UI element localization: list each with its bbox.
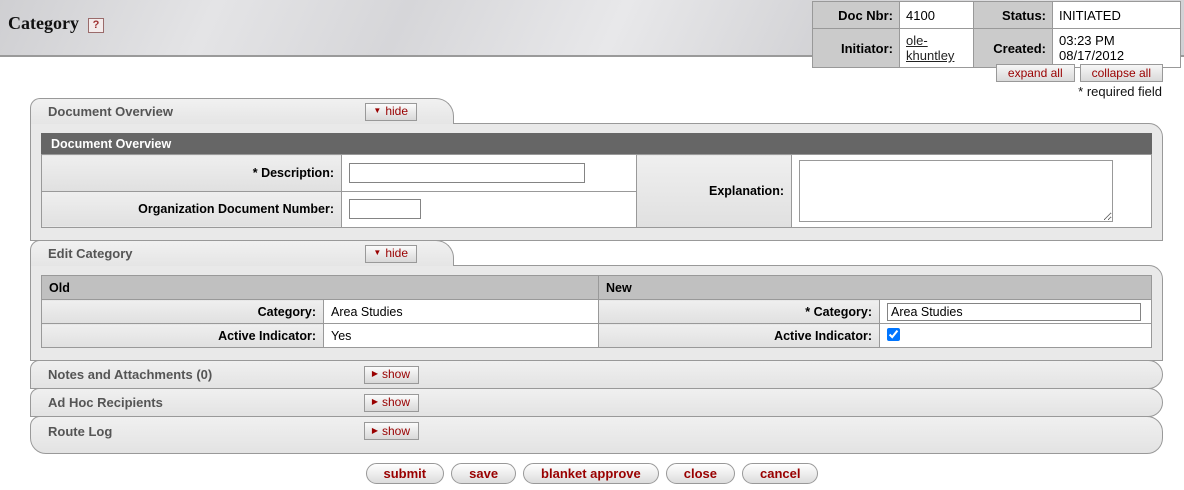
tab-document-overview: Document Overview ▼ hide bbox=[30, 98, 454, 124]
triangle-right-icon: ▶ bbox=[371, 425, 378, 435]
category-row: Category: Area Studies * Category: bbox=[41, 299, 1152, 324]
show-route-log-button[interactable]: ▶ show bbox=[363, 422, 419, 440]
required-field-note: * required field bbox=[1078, 84, 1162, 99]
submit-button[interactable]: submit bbox=[365, 463, 445, 484]
old-new-header-row: Old New bbox=[41, 275, 1152, 300]
tab-edit-category: Edit Category ▼ hide bbox=[30, 240, 454, 266]
initiator-link[interactable]: ole-khuntley bbox=[906, 33, 955, 63]
triangle-down-icon: ▼ bbox=[373, 106, 382, 115]
tab-notes-and-attachments: Notes and Attachments (0) ▶ show bbox=[30, 360, 1163, 389]
old-column-header: Old bbox=[41, 275, 599, 300]
active-indicator-row: Active Indicator: Yes Active Indicator: bbox=[41, 323, 1152, 348]
tab-title: Edit Category bbox=[48, 246, 133, 261]
help-icon[interactable]: ? bbox=[88, 18, 104, 33]
new-category-label: * Category: bbox=[598, 299, 880, 324]
tab-title: Notes and Attachments (0) bbox=[48, 367, 213, 382]
tab-title: Document Overview bbox=[48, 104, 173, 119]
description-row: * Description: Explanation: bbox=[41, 154, 1152, 228]
new-column-header: New bbox=[598, 275, 1152, 300]
hide-document-overview-button[interactable]: ▼ hide bbox=[365, 102, 417, 121]
blanket-approve-button[interactable]: blanket approve bbox=[523, 463, 659, 484]
tab-group: Document Overview ▼ hide Document Overvi… bbox=[30, 98, 1163, 454]
triangle-right-icon: ▶ bbox=[371, 397, 378, 406]
status-value: INITIATED bbox=[1052, 1, 1181, 29]
tab-route-log: Route Log ▶ show bbox=[30, 416, 1163, 454]
edit-category-body: Old New Category: Area Studies * Categor… bbox=[30, 265, 1163, 361]
collapse-all-button[interactable]: collapse all bbox=[1079, 64, 1163, 82]
triangle-down-icon: ▼ bbox=[373, 248, 382, 257]
initiator-label: Initiator: bbox=[812, 28, 900, 68]
old-category-label: Category: bbox=[41, 299, 324, 324]
edit-category-table: Old New Category: Area Studies * Categor… bbox=[41, 275, 1152, 348]
save-button[interactable]: save bbox=[451, 463, 517, 484]
new-active-indicator-label: Active Indicator: bbox=[598, 323, 880, 348]
document-overview-table: * Description: Explanation: Organization… bbox=[41, 154, 1152, 228]
document-overview-body: Document Overview * Description: Explana… bbox=[30, 123, 1163, 241]
explanation-textarea[interactable] bbox=[799, 160, 1113, 222]
old-active-indicator-label: Active Indicator: bbox=[41, 323, 324, 348]
tab-title: Route Log bbox=[48, 423, 113, 439]
doc-info-table: Doc Nbr: 4100 Status: INITIATED Initiato… bbox=[812, 1, 1181, 68]
document-overview-section-header: Document Overview bbox=[41, 133, 1152, 154]
old-category-value: Area Studies bbox=[323, 299, 599, 324]
required-asterisk: * bbox=[805, 304, 811, 319]
required-asterisk: * bbox=[252, 165, 258, 180]
created-label: Created: bbox=[973, 28, 1053, 68]
page-title: Category bbox=[8, 13, 79, 33]
close-button[interactable]: close bbox=[665, 463, 735, 484]
tab-title: Ad Hoc Recipients bbox=[48, 395, 163, 410]
hide-edit-category-button[interactable]: ▼ hide bbox=[365, 244, 417, 263]
action-button-row: submit save blanket approve close cancel bbox=[0, 463, 1184, 484]
triangle-right-icon: ▶ bbox=[371, 369, 378, 378]
created-value: 03:23 PM 08/17/2012 bbox=[1052, 28, 1181, 68]
explanation-label: Explanation: bbox=[636, 154, 792, 228]
tab-ad-hoc-recipients: Ad Hoc Recipients ▶ show bbox=[30, 388, 1163, 417]
doc-nbr-value: 4100 bbox=[899, 1, 974, 29]
doc-nbr-label: Doc Nbr: bbox=[812, 1, 900, 29]
description-label: * Description: bbox=[41, 154, 342, 192]
section-document-overview: Document Overview ▼ hide Document Overvi… bbox=[30, 98, 1163, 241]
doc-info-row: Doc Nbr: 4100 Status: INITIATED bbox=[812, 1, 1181, 29]
expand-all-button[interactable]: expand all bbox=[995, 64, 1075, 82]
doc-info-row: Initiator: ole-khuntley Created: 03:23 P… bbox=[812, 28, 1181, 68]
document-header-bar: Category ? Doc Nbr: 4100 Status: INITIAT… bbox=[0, 0, 1184, 68]
new-category-input[interactable] bbox=[887, 302, 1141, 321]
org-doc-number-row: Organization Document Number: bbox=[41, 190, 1152, 228]
show-ad-hoc-button[interactable]: ▶ show bbox=[363, 393, 419, 412]
org-doc-number-input[interactable] bbox=[349, 199, 421, 220]
section-edit-category: Edit Category ▼ hide Old New Category: A… bbox=[30, 240, 1163, 361]
old-active-indicator-value: Yes bbox=[323, 323, 599, 348]
org-doc-number-label: Organization Document Number: bbox=[41, 190, 342, 228]
status-label: Status: bbox=[973, 1, 1053, 29]
show-notes-button[interactable]: ▶ show bbox=[363, 365, 419, 384]
description-input[interactable] bbox=[349, 162, 585, 183]
cancel-button[interactable]: cancel bbox=[742, 463, 819, 484]
new-active-indicator-checkbox[interactable] bbox=[887, 327, 900, 341]
